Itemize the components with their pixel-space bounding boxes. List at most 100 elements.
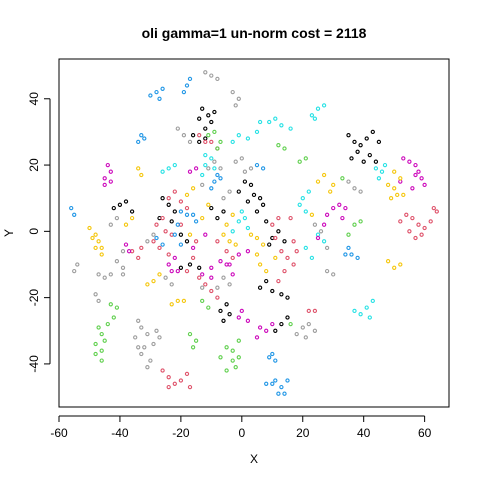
data-point-yellow-7 [136, 166, 141, 171]
data-point-yellow-34 [392, 186, 397, 191]
data-point-blue-36 [276, 391, 281, 396]
data-point-yellow-0 [90, 235, 95, 241]
data-point-cyan-16 [160, 169, 165, 174]
data-point-yellow-41 [184, 192, 190, 198]
x-tick-label: -40 [111, 426, 129, 440]
data-point-black-17 [245, 199, 251, 204]
data-point-blue-33 [273, 378, 278, 383]
data-point-yellow-31 [392, 169, 397, 174]
data-point-magenta-46 [190, 245, 196, 251]
data-point-yellow-8 [139, 172, 144, 178]
plot-frame [58, 58, 450, 408]
data-point-red-50 [136, 255, 141, 261]
data-point-black-35 [370, 129, 375, 135]
data-point-black-11 [218, 308, 223, 314]
data-point-red-29 [282, 268, 287, 274]
data-point-magenta-22 [407, 159, 412, 164]
data-point-yellow-1 [93, 232, 98, 237]
data-point-magenta-44 [227, 262, 232, 267]
data-point-blue-19 [193, 219, 199, 224]
data-point-black-23 [276, 229, 281, 234]
data-point-gray-37 [120, 265, 126, 270]
data-point-black-33 [358, 143, 363, 148]
data-point-black-21 [264, 219, 269, 224]
data-point-magenta-14 [239, 308, 244, 314]
data-point-black-12 [224, 302, 229, 307]
data-point-black-59 [264, 278, 269, 284]
data-point-gray-16 [108, 222, 113, 227]
data-point-magenta-36 [340, 215, 345, 221]
data-point-cyan-29 [370, 298, 375, 304]
data-point-red-27 [291, 262, 296, 267]
data-point-green-22 [102, 338, 107, 343]
data-point-magenta-25 [419, 176, 424, 181]
data-point-gray-45 [215, 285, 220, 290]
chart-title: oli gamma=1 un-norm cost = 2118 [142, 25, 367, 41]
data-point-magenta-42 [187, 169, 193, 174]
data-point-blue-9 [142, 136, 147, 141]
data-point-red-20 [224, 249, 229, 254]
data-point-magenta-7 [175, 268, 180, 274]
data-point-blue-22 [178, 242, 184, 247]
data-point-black-4 [209, 119, 214, 125]
data-point-red-15 [203, 282, 208, 287]
data-point-green-24 [93, 341, 98, 347]
data-point-red-59 [294, 249, 299, 254]
data-point-gray-32 [145, 365, 150, 370]
data-point-gray-56 [227, 189, 232, 194]
data-point-yellow-5 [99, 252, 104, 257]
data-point-yellow-33 [385, 182, 391, 188]
data-point-cyan-28 [382, 162, 388, 168]
data-point-blue-13 [209, 186, 214, 191]
data-point-red-52 [197, 133, 202, 138]
x-tick-label: 20 [296, 426, 310, 440]
data-point-magenta-32 [321, 222, 327, 227]
data-point-yellow-45 [273, 255, 278, 261]
data-point-blue-21 [172, 232, 177, 237]
data-point-blue-24 [72, 212, 77, 217]
data-point-yellow-19 [221, 232, 226, 237]
data-point-blue-39 [355, 255, 360, 261]
data-point-green-2 [218, 139, 223, 145]
data-point-gray-53 [346, 179, 351, 184]
data-point-red-46 [431, 205, 436, 211]
data-point-green-12 [236, 355, 241, 360]
data-point-gray-23 [96, 298, 101, 304]
data-point-red-30 [276, 278, 281, 284]
data-point-blue-10 [215, 172, 220, 178]
data-point-black-48 [187, 262, 193, 267]
data-point-green-32 [358, 219, 363, 224]
x-tick-label: -60 [50, 426, 68, 440]
data-point-blue-31 [270, 381, 275, 386]
data-point-gray-39 [145, 239, 150, 244]
data-point-black-31 [346, 133, 351, 138]
data-point-red-14 [197, 275, 202, 280]
data-point-gray-41 [169, 282, 174, 287]
x-tick-label: 40 [357, 426, 371, 440]
data-point-black-57 [215, 215, 220, 221]
data-point-red-13 [184, 268, 190, 274]
data-point-yellow-23 [254, 235, 260, 241]
data-point-yellow-47 [264, 268, 269, 274]
data-point-gray-20 [102, 275, 107, 280]
data-point-black-20 [254, 209, 260, 214]
data-point-red-39 [404, 212, 409, 217]
data-point-red-57 [312, 308, 318, 314]
data-point-cyan-3 [254, 129, 260, 135]
data-point-blue-29 [270, 351, 275, 357]
x-axis: -60 -40 -20 0 20 40 60 [50, 415, 432, 440]
data-point-red-23 [276, 215, 281, 221]
y-tick-label: -40 [27, 355, 41, 373]
data-point-yellow-48 [187, 232, 193, 237]
data-point-red-44 [422, 225, 427, 231]
data-point-black-42 [160, 196, 165, 201]
data-point-green-19 [111, 315, 116, 320]
data-point-blue-15 [260, 166, 266, 171]
data-point-magenta-16 [245, 318, 251, 323]
data-point-black-3 [197, 116, 202, 121]
data-point-black-46 [169, 219, 174, 224]
data-point-magenta-45 [203, 232, 208, 237]
data-point-red-5 [154, 222, 159, 227]
data-point-yellow-9 [129, 215, 135, 221]
data-point-gray-51 [324, 268, 330, 274]
